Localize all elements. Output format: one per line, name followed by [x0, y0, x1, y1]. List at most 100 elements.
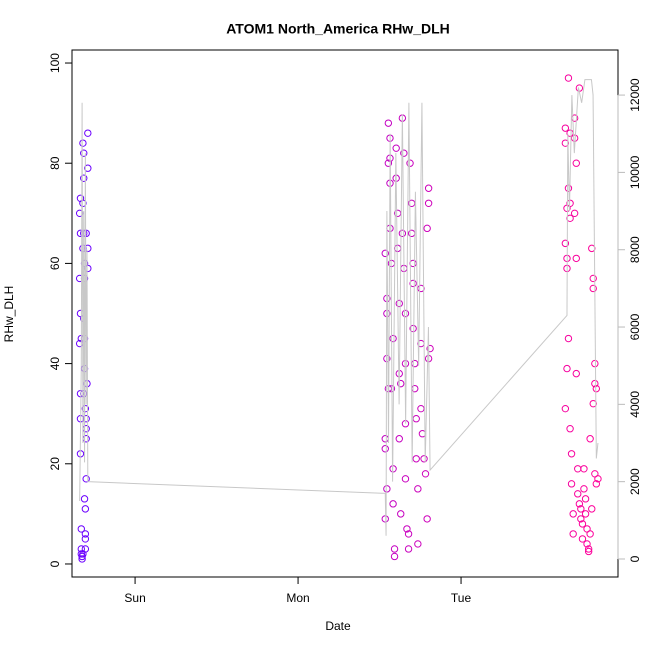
- chart-title: ATOM1 North_America RHw_DLH: [226, 21, 450, 37]
- scatter-point: [412, 455, 420, 463]
- scatter-point: [401, 475, 410, 483]
- scatter-point: [78, 555, 86, 563]
- scatter-point: [592, 384, 601, 393]
- scatter-point: [82, 475, 90, 483]
- scatter-point: [82, 435, 90, 443]
- scatter-point: [591, 359, 599, 368]
- x-tick-label: Mon: [286, 591, 309, 605]
- scatter-point: [424, 184, 433, 192]
- scatter-point: [578, 520, 587, 528]
- scatter-point: [563, 364, 571, 373]
- scatter-point: [414, 540, 422, 548]
- y-tick-label: 100: [48, 53, 62, 73]
- scatter-point: [395, 435, 403, 443]
- y2-tick-label: 6000: [628, 313, 642, 340]
- scatter-point: [400, 149, 408, 157]
- scatter-point: [397, 510, 405, 518]
- scatter-point: [584, 545, 593, 553]
- y-axis-label: RHw_DLH: [2, 286, 16, 343]
- scatter-point: [421, 470, 430, 478]
- scatter-point: [407, 229, 416, 238]
- scatter-point: [84, 129, 92, 137]
- line-series: [79, 79, 599, 536]
- scatter-point: [569, 510, 577, 518]
- scatter-point: [584, 547, 593, 556]
- scatter-point: [398, 229, 407, 238]
- y-tick-label: 80: [48, 156, 62, 170]
- scatter-point: [80, 174, 88, 182]
- scatter-point: [561, 404, 570, 413]
- scatter-point: [589, 399, 597, 408]
- y2-tick-label: 8000: [628, 236, 642, 263]
- scatter-point: [81, 545, 90, 553]
- y2-tick-label: 0: [628, 555, 642, 562]
- y-tick-label: 60: [48, 256, 62, 270]
- scatter-point: [404, 545, 413, 553]
- scatter-point: [411, 359, 419, 368]
- scatter-point: [417, 284, 425, 293]
- scatter-point: [591, 379, 599, 388]
- y2-tick-label: 2000: [628, 468, 642, 495]
- scatter-point: [81, 535, 90, 543]
- scatter-point: [392, 144, 400, 152]
- scatter-point: [381, 249, 389, 258]
- y-tick-label: 0: [48, 560, 62, 567]
- scatter-point: [397, 379, 405, 388]
- scatter-point: [77, 525, 85, 533]
- scatter-point: [578, 535, 587, 543]
- scatter-point: [383, 485, 391, 493]
- scatter-point: [594, 475, 602, 483]
- scatter-point: [384, 119, 393, 127]
- scatter-point: [577, 515, 585, 523]
- y-tick-label: 20: [48, 457, 62, 471]
- scatter-point: [409, 259, 417, 268]
- scatter-point: [381, 435, 389, 443]
- y2-tick-label: 4000: [628, 391, 642, 418]
- scatter-point: [389, 334, 397, 343]
- scatter-point: [583, 540, 591, 548]
- scatter-point: [84, 164, 92, 172]
- scatter-point: [581, 495, 590, 503]
- scatter-point: [569, 530, 577, 538]
- scatter-point: [409, 279, 417, 288]
- scatter-point: [572, 254, 580, 263]
- scatter-point: [588, 505, 596, 513]
- scatter-point: [561, 139, 570, 147]
- y2-tick-label: 10000: [628, 155, 642, 189]
- scatter-point: [389, 500, 397, 508]
- y-tick-label: 40: [48, 357, 62, 371]
- scatter-point: [561, 124, 570, 132]
- scatter-point: [574, 465, 582, 473]
- scatter-point: [409, 324, 417, 333]
- scatter-point: [570, 209, 579, 218]
- scatter-point: [572, 159, 580, 167]
- scatter-point: [390, 545, 399, 553]
- scatter-point: [564, 334, 573, 343]
- scatter-point: [81, 404, 90, 413]
- scatter-point: [406, 159, 414, 167]
- scatter-point: [566, 214, 574, 223]
- scatter-point: [401, 309, 410, 318]
- scatter-point: [586, 530, 594, 538]
- scatter-point: [588, 244, 596, 253]
- scatter-point: [567, 480, 576, 488]
- scatter-point: [566, 425, 574, 433]
- scatter-point: [572, 369, 580, 378]
- scatter-point: [574, 490, 582, 498]
- scatter-point: [423, 515, 431, 523]
- scatter-point: [580, 485, 588, 493]
- scatter-point: [564, 74, 573, 82]
- scatter-point: [395, 299, 403, 308]
- scatter-point: [81, 530, 90, 538]
- scatter-point: [79, 199, 87, 207]
- scatter-point: [79, 139, 87, 147]
- scatter-point: [80, 495, 89, 503]
- scatter-point: [77, 545, 85, 553]
- scatter-point: [592, 480, 601, 488]
- scatter-point: [581, 510, 590, 518]
- scatter-point: [80, 149, 88, 157]
- scatter-point: [426, 344, 434, 353]
- scatter-point: [404, 530, 413, 538]
- scatter-point: [414, 485, 422, 493]
- scatter-point: [589, 274, 597, 283]
